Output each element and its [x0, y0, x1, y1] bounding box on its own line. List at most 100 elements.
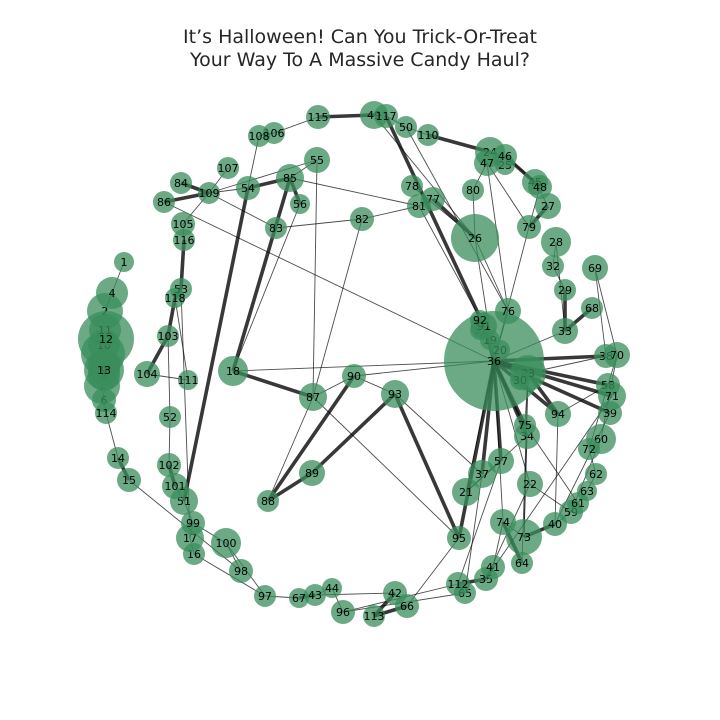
- node-105: 105: [171, 212, 195, 236]
- node-69: 69: [582, 255, 608, 281]
- node-label: 12: [99, 333, 113, 346]
- node-64: 64: [511, 552, 533, 574]
- node-circle: [95, 402, 117, 424]
- node-circle: [542, 255, 564, 277]
- node-circle: [511, 552, 533, 574]
- node-circle: [506, 519, 542, 555]
- node-label: 68: [585, 302, 599, 315]
- node-label: 117: [376, 110, 397, 123]
- figure-title: It’s Halloween! Can You Trick-Or-Treat Y…: [0, 26, 720, 72]
- edge-90-88: [266, 374, 356, 503]
- node-label: 70: [610, 349, 624, 362]
- node-circle: [407, 194, 431, 218]
- node-70: 70: [604, 342, 630, 368]
- node-label: 115: [308, 111, 329, 124]
- node-label: 109: [199, 187, 220, 200]
- node-104: 104: [134, 361, 160, 387]
- node-label: 116: [174, 234, 195, 247]
- node-label: 111: [178, 374, 199, 387]
- edge-109-83: [208, 192, 277, 229]
- node-111: 111: [178, 370, 199, 390]
- node-circle: [528, 175, 552, 199]
- node-circle: [165, 288, 185, 308]
- node-75: 75: [514, 414, 536, 436]
- node-98: 98: [229, 559, 253, 583]
- node-circle: [289, 588, 309, 608]
- node-circle: [304, 584, 326, 606]
- node-label: 39: [603, 407, 617, 420]
- node-circle: [304, 147, 330, 173]
- node-circle: [444, 311, 544, 411]
- node-circle: [173, 229, 195, 251]
- node-label: 26: [468, 232, 482, 245]
- node-label: 27: [541, 200, 555, 213]
- node-22: 22: [517, 471, 543, 497]
- node-circle: [350, 207, 374, 231]
- node-circle: [306, 105, 330, 129]
- node-14: 14: [107, 447, 129, 469]
- node-label: 81: [412, 200, 426, 213]
- node-61: 61: [567, 492, 589, 514]
- node-71: 71: [598, 382, 626, 410]
- node-112: 112: [446, 572, 470, 596]
- edge-95-66: [406, 537, 460, 607]
- node-label: 108: [249, 130, 270, 143]
- edge-103-52: [167, 335, 171, 418]
- node-circle: [218, 356, 248, 386]
- node-50: 50: [395, 116, 417, 138]
- node-94: 94: [545, 401, 571, 427]
- edge-118-111: [174, 297, 189, 381]
- node-label: 29: [558, 284, 572, 297]
- node-circle: [322, 578, 342, 598]
- node-label: 64: [515, 557, 529, 570]
- edge-95-87: [312, 396, 460, 539]
- node-circle: [276, 164, 304, 192]
- node-90: 90: [342, 364, 366, 388]
- node-label: 95: [452, 532, 466, 545]
- node-circle: [395, 116, 417, 138]
- node-circle: [462, 179, 484, 201]
- edge-54-51: [182, 187, 250, 502]
- node-44: 44: [322, 578, 342, 598]
- node-label: 102: [159, 459, 180, 472]
- node-circle: [481, 555, 505, 579]
- node-circle: [171, 212, 195, 236]
- node-circle: [417, 124, 439, 146]
- node-label: 94: [551, 408, 565, 421]
- node-circle: [153, 191, 175, 213]
- node-label: 61: [571, 497, 585, 510]
- node-label: 101: [165, 480, 186, 493]
- node-label: 97: [258, 590, 272, 603]
- node-circle: [552, 318, 578, 344]
- node-label: 32: [546, 260, 560, 273]
- node-76: 76: [495, 298, 521, 324]
- node-label: 69: [588, 262, 602, 275]
- node-108: 108: [248, 125, 270, 147]
- node-87: 87: [299, 383, 327, 411]
- edge-37-93: [394, 393, 483, 475]
- edge-86-36: [163, 201, 495, 362]
- node-54: 54: [236, 176, 260, 200]
- node-62: 62: [585, 463, 607, 485]
- node-37: 37: [468, 460, 496, 488]
- node-circle: [265, 217, 287, 239]
- node-52: 52: [159, 406, 181, 428]
- node-circle: [446, 572, 470, 596]
- node-82: 82: [350, 207, 374, 231]
- edge-71-35: [485, 395, 613, 580]
- node-label: 28: [549, 236, 563, 249]
- node-circle: [470, 310, 490, 330]
- node-label: 99: [186, 517, 200, 530]
- edge-88-87: [267, 396, 314, 502]
- node-circle: [342, 364, 366, 388]
- node-circle: [254, 585, 276, 607]
- node-label: 44: [325, 582, 339, 595]
- edge-85-81: [289, 177, 420, 207]
- node-circle: [395, 594, 419, 618]
- node-93: 93: [381, 380, 409, 408]
- node-circle: [157, 325, 179, 347]
- node-80: 80: [462, 179, 484, 201]
- node-circle: [84, 350, 124, 390]
- node-circle: [381, 380, 409, 408]
- node-label: 41: [486, 561, 500, 574]
